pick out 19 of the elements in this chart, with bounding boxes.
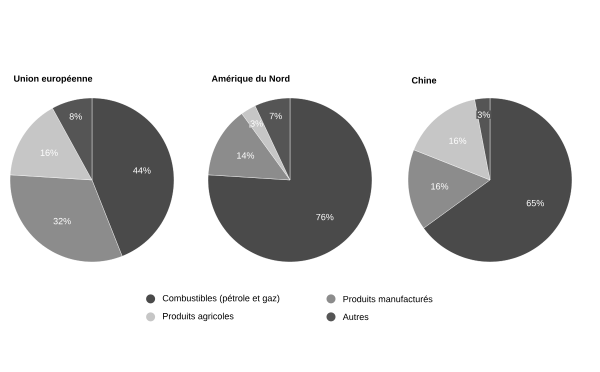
data-label: 7% [270, 112, 282, 120]
legend-label: Produits manufacturés [343, 296, 432, 302]
data-label: 65% [526, 200, 544, 206]
data-label: 3% [250, 120, 263, 127]
data-label: 16% [449, 138, 466, 144]
chart-title: Chine [412, 76, 436, 84]
data-label: 14% [237, 152, 254, 159]
chart-title: Union européenne [14, 75, 92, 84]
legend-label: Autres [342, 314, 368, 320]
data-label: 3% [478, 111, 490, 118]
data-label: 16% [40, 150, 58, 156]
chart-title: Amérique du Nord [212, 75, 290, 84]
data-label: 8% [70, 113, 82, 120]
legend-label: Produits agricoles [163, 312, 234, 322]
data-label: 76% [316, 214, 334, 220]
data-label: 16% [431, 183, 448, 190]
legend-label: Combustibles (pétrole et gaz) [162, 294, 280, 304]
data-label: 44% [133, 167, 151, 174]
data-label: 32% [53, 218, 71, 224]
